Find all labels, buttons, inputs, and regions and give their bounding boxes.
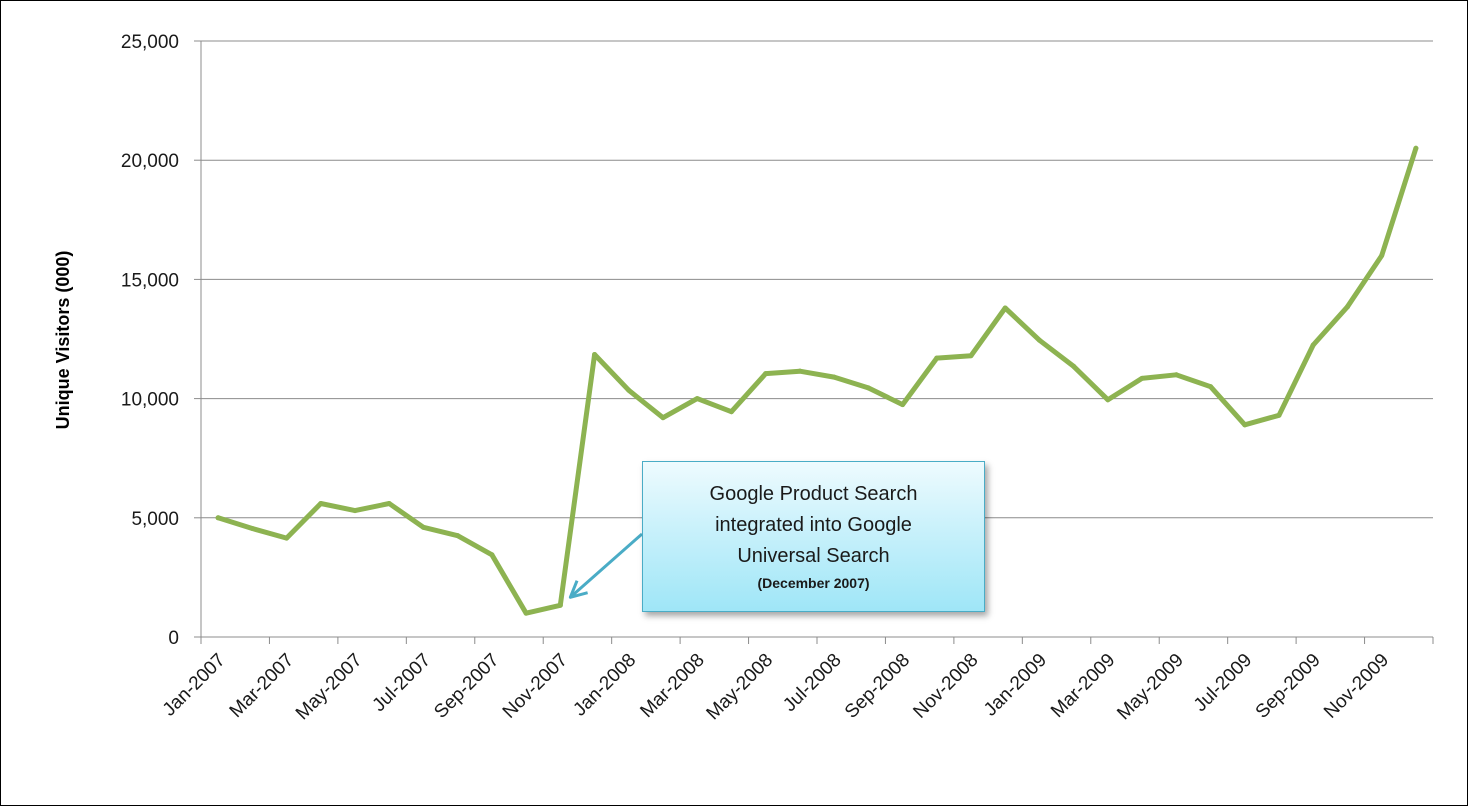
- gridlines: [201, 40, 1433, 519]
- data-point: [1208, 384, 1214, 390]
- annotation-line-1: Google Product Search: [709, 483, 918, 505]
- x-tick-label: Nov-2007: [499, 650, 572, 723]
- x-tick-label: Nov-2009: [1320, 650, 1393, 723]
- data-point: [728, 409, 734, 415]
- data-point: [215, 515, 221, 521]
- x-tick-label: Jul-2007: [369, 650, 435, 716]
- data-point: [1413, 145, 1419, 151]
- annotation-callout: Google Product Search integrated into Go…: [642, 461, 985, 612]
- data-point: [249, 526, 255, 532]
- data-point: [1036, 337, 1042, 343]
- x-tick-label: May-2008: [703, 650, 778, 725]
- data-point: [831, 374, 837, 380]
- data-point: [1173, 372, 1179, 378]
- data-point: [1344, 304, 1350, 310]
- data-point: [694, 396, 700, 402]
- data-point: [797, 368, 803, 374]
- data-point: [763, 371, 769, 377]
- data-point: [386, 500, 392, 506]
- data-point: [489, 552, 495, 558]
- x-tick-label: Mar-2008: [636, 650, 708, 722]
- x-tick-label: Jul-2009: [1190, 650, 1256, 716]
- data-point: [523, 610, 529, 616]
- x-tick-label: Jul-2008: [779, 650, 845, 716]
- x-tick-label: Sep-2007: [430, 650, 503, 723]
- y-tick-label: 20,000: [121, 151, 179, 172]
- data-point: [557, 602, 563, 608]
- arrow-shaft: [569, 532, 643, 599]
- data-point: [1002, 305, 1008, 311]
- data-point: [420, 524, 426, 530]
- data-point: [455, 533, 461, 539]
- data-point: [592, 351, 598, 357]
- y-axis-label: Unique Visitors (000): [53, 251, 73, 430]
- data-point: [284, 535, 290, 541]
- data-point: [1071, 363, 1077, 369]
- y-tick-label: 10,000: [121, 390, 179, 411]
- annotation-date: (December 2007): [757, 575, 870, 591]
- x-tick-label: May-2007: [292, 650, 367, 725]
- x-tick-label: Mar-2007: [226, 650, 298, 722]
- y-tick-labels: 0 5,000 10,000 15,000 20,000 25,000: [121, 32, 179, 649]
- y-tick-label: 15,000: [121, 270, 179, 291]
- data-point: [1276, 412, 1282, 418]
- data-point: [626, 387, 632, 393]
- x-tick-label: Sep-2008: [841, 650, 914, 723]
- data-point: [968, 353, 974, 359]
- y-tick-label: 0: [168, 628, 179, 649]
- data-point: [1310, 342, 1316, 348]
- data-point: [900, 402, 906, 408]
- x-tick-label: Mar-2009: [1047, 650, 1119, 722]
- y-tick-label: 5,000: [131, 509, 179, 530]
- axes: [194, 40, 1434, 644]
- annotation-line-2: integrated into Google: [715, 514, 912, 536]
- x-tick-label: Jan-2009: [980, 650, 1051, 721]
- data-point: [352, 508, 358, 514]
- data-point: [1139, 375, 1145, 381]
- data-point: [660, 415, 666, 421]
- x-tick-label: Jan-2008: [569, 650, 640, 721]
- data-point: [318, 500, 324, 506]
- data-point: [865, 385, 871, 391]
- arrow-head: [568, 580, 589, 599]
- x-tick-label: Jan-2007: [159, 650, 230, 721]
- series-layer: [215, 145, 1419, 616]
- x-tick-label: May-2009: [1113, 650, 1188, 725]
- series-line: [215, 145, 1419, 616]
- data-point: [1105, 397, 1111, 403]
- data-point: [1379, 253, 1385, 259]
- data-point: [934, 355, 940, 361]
- x-tick-label: Sep-2009: [1252, 650, 1325, 723]
- data-point: [1242, 422, 1248, 428]
- y-tick-label: 25,000: [121, 32, 179, 53]
- x-tick-label: Nov-2008: [909, 650, 982, 723]
- annotation-line-3: Universal Search: [737, 545, 890, 567]
- annotation-arrow: [568, 532, 643, 599]
